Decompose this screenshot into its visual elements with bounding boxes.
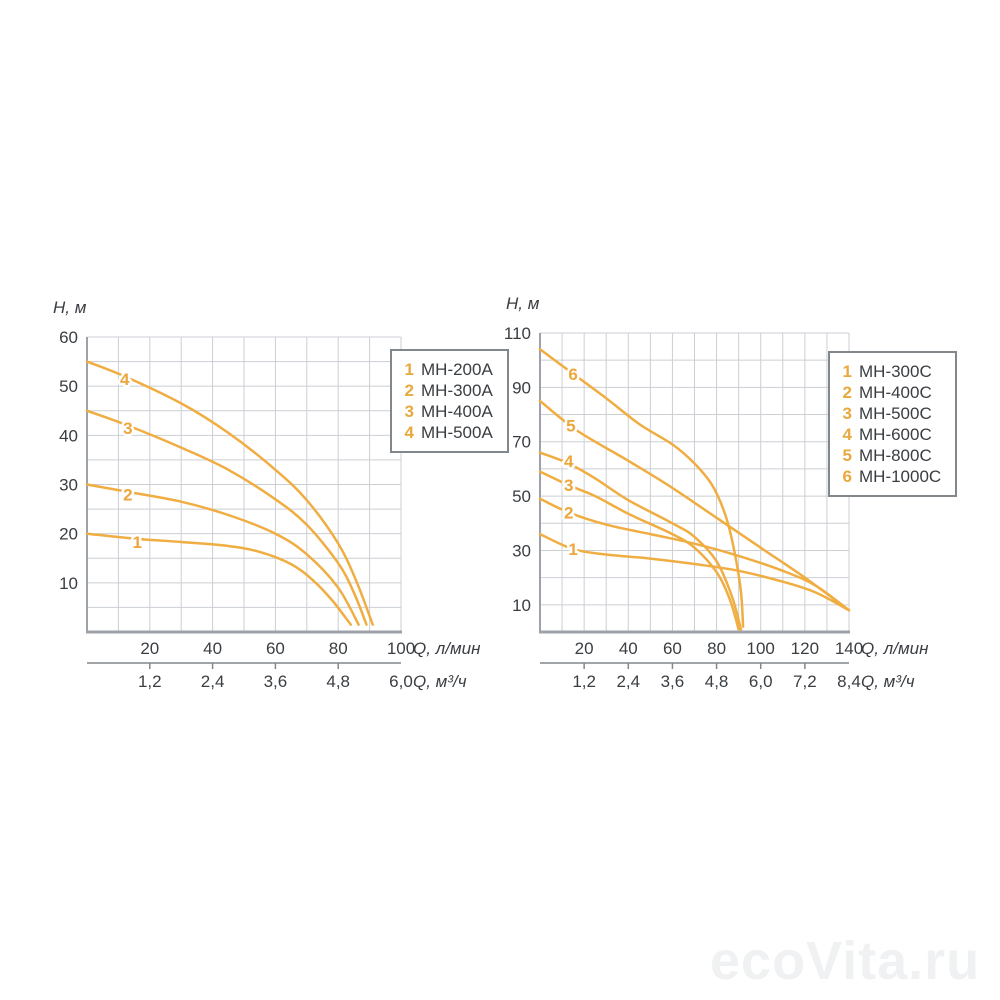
legend-item-label: МН-400С: [859, 383, 932, 402]
legend-item: 4 МН-600С: [842, 424, 941, 445]
pump-chart-c-canvas: 10 30 50 70 90 110 20 40 60 80 100 120 140 Н, м Q, л/м…: [504, 294, 929, 691]
curve-number-label: 2: [564, 503, 573, 522]
x-tick-label: 60: [663, 639, 682, 658]
x-secondary-tick-label: 3,6: [264, 672, 288, 691]
curve-МН-800С: [538, 399, 851, 612]
x-tick-label: 80: [707, 639, 726, 658]
y-tick-label: 50: [59, 377, 78, 396]
x-secondary-tick-label: 7,2: [793, 672, 817, 691]
legend-item: 5 МН-800С: [842, 445, 941, 466]
curve-number-label: 4: [120, 370, 130, 389]
y-axis-title: Н, м: [506, 294, 540, 313]
x-tick-label: 20: [140, 639, 159, 658]
curve-number-label: 1: [133, 533, 142, 552]
legend-item-number: 3: [842, 404, 852, 423]
y-tick-label: 30: [512, 541, 531, 560]
legend-item: 1 МН-300С: [842, 361, 941, 382]
y-tick-label: 70: [512, 433, 531, 452]
x-axis-title-primary: Q, л/мин: [413, 639, 481, 658]
legend-a-series: 1 МН-200А 2 МН-300А 3 МН-400А 4 МН-500А: [390, 349, 509, 453]
curve-number-label: 2: [123, 485, 132, 504]
legend-item-number: 4: [842, 425, 852, 444]
legend-item: 2 МН-300А: [404, 380, 493, 401]
curve-МН-300А: [85, 483, 360, 626]
curve-number-label: 4: [564, 452, 574, 471]
legend-item-label: МН-200А: [421, 360, 493, 379]
legend-item-label: МН-300С: [859, 362, 932, 381]
x-secondary-tick-label: 2,4: [616, 672, 640, 691]
legend-item-label: МН-300А: [421, 381, 493, 400]
curve-МН-400А: [85, 409, 368, 626]
curve-МН-400С: [538, 497, 851, 612]
y-tick-label: 90: [512, 378, 531, 397]
curve-МН-200А: [85, 532, 353, 626]
curve-number-label: 3: [123, 419, 132, 438]
pump-chart-a-canvas: 10 20 30 40 50 60 20 40 60 80 100 Н, м Q, л/мин 1,2 2,…: [53, 298, 481, 691]
x-tick-label: 120: [791, 639, 819, 658]
x-secondary-tick-label: 1,2: [138, 672, 162, 691]
legend-item-label: МН-500А: [421, 423, 493, 442]
curve-number-label: 6: [568, 365, 577, 384]
legend-item-number: 3: [404, 402, 414, 421]
legend-item: 4 МН-500А: [404, 422, 493, 443]
x-tick-label: 140: [835, 639, 863, 658]
x-secondary-tick-label: 2,4: [201, 672, 225, 691]
x-tick-label: 100: [747, 639, 775, 658]
curve-МН-500С: [538, 470, 740, 631]
x-tick-label: 20: [575, 639, 594, 658]
x-secondary-tick-label: 6,0: [389, 672, 413, 691]
legend-item: 3 МН-500С: [842, 403, 941, 424]
legend-item: 3 МН-400А: [404, 401, 493, 422]
y-tick-label: 10: [512, 596, 531, 615]
curve-МН-600С: [538, 451, 743, 631]
curve-number-label: 3: [564, 476, 573, 495]
x-secondary-tick-label: 3,6: [661, 672, 685, 691]
legend-item-number: 2: [404, 381, 414, 400]
y-tick-label: 30: [59, 476, 78, 495]
curve-number-label: 5: [566, 416, 575, 435]
curve-МН-300С: [538, 532, 851, 612]
legend-item-number: 6: [842, 467, 852, 486]
legend-item: 1 МН-200А: [404, 359, 493, 380]
x-tick-label: 100: [387, 639, 415, 658]
legend-item-number: 4: [404, 423, 414, 442]
curve-МН-1000С: [538, 348, 745, 628]
x-axis-title-primary: Q, л/мин: [861, 639, 929, 658]
y-tick-label: 20: [59, 525, 78, 544]
y-tick-label: 110: [504, 324, 531, 343]
curve-МН-500А: [85, 360, 374, 626]
x-secondary-tick-label: 4,8: [705, 672, 729, 691]
legend-item-label: МН-800С: [859, 446, 932, 465]
x-tick-label: 40: [619, 639, 638, 658]
legend-item-number: 1: [842, 362, 852, 381]
x-tick-label: 40: [203, 639, 222, 658]
x-axis-title-secondary: Q, м³/ч: [861, 672, 915, 691]
x-tick-label: 60: [266, 639, 285, 658]
legend-item: 2 МН-400С: [842, 382, 941, 403]
curve-number-label: 1: [568, 540, 577, 559]
x-tick-label: 80: [329, 639, 348, 658]
legend-item-label: МН-600С: [859, 425, 932, 444]
x-axis-title-secondary: Q, м³/ч: [413, 672, 467, 691]
y-axis-title: Н, м: [53, 298, 87, 317]
legend-item-label: МН-500С: [859, 404, 932, 423]
legend-c-series: 1 МН-300С 2 МН-400С 3 МН-500С 4 МН-600С 5 МН-800С…: [828, 351, 958, 497]
y-tick-label: 40: [59, 426, 78, 445]
watermark: ecoVita.ru: [710, 931, 981, 991]
y-tick-label: 60: [59, 328, 78, 347]
legend-item-number: 1: [404, 360, 414, 379]
legend-item-label: МН-1000С: [859, 467, 942, 486]
x-secondary-tick-label: 8,4: [837, 672, 861, 691]
y-tick-label: 50: [512, 487, 531, 506]
x-secondary-tick-label: 4,8: [326, 672, 350, 691]
legend-item-label: МН-400А: [421, 402, 493, 421]
x-secondary-tick-label: 1,2: [572, 672, 596, 691]
legend-item-number: 2: [842, 383, 852, 402]
x-secondary-tick-label: 6,0: [749, 672, 773, 691]
legend-item-number: 5: [842, 446, 852, 465]
y-tick-label: 10: [59, 574, 78, 593]
legend-item: 6 МН-1000С: [842, 466, 942, 487]
